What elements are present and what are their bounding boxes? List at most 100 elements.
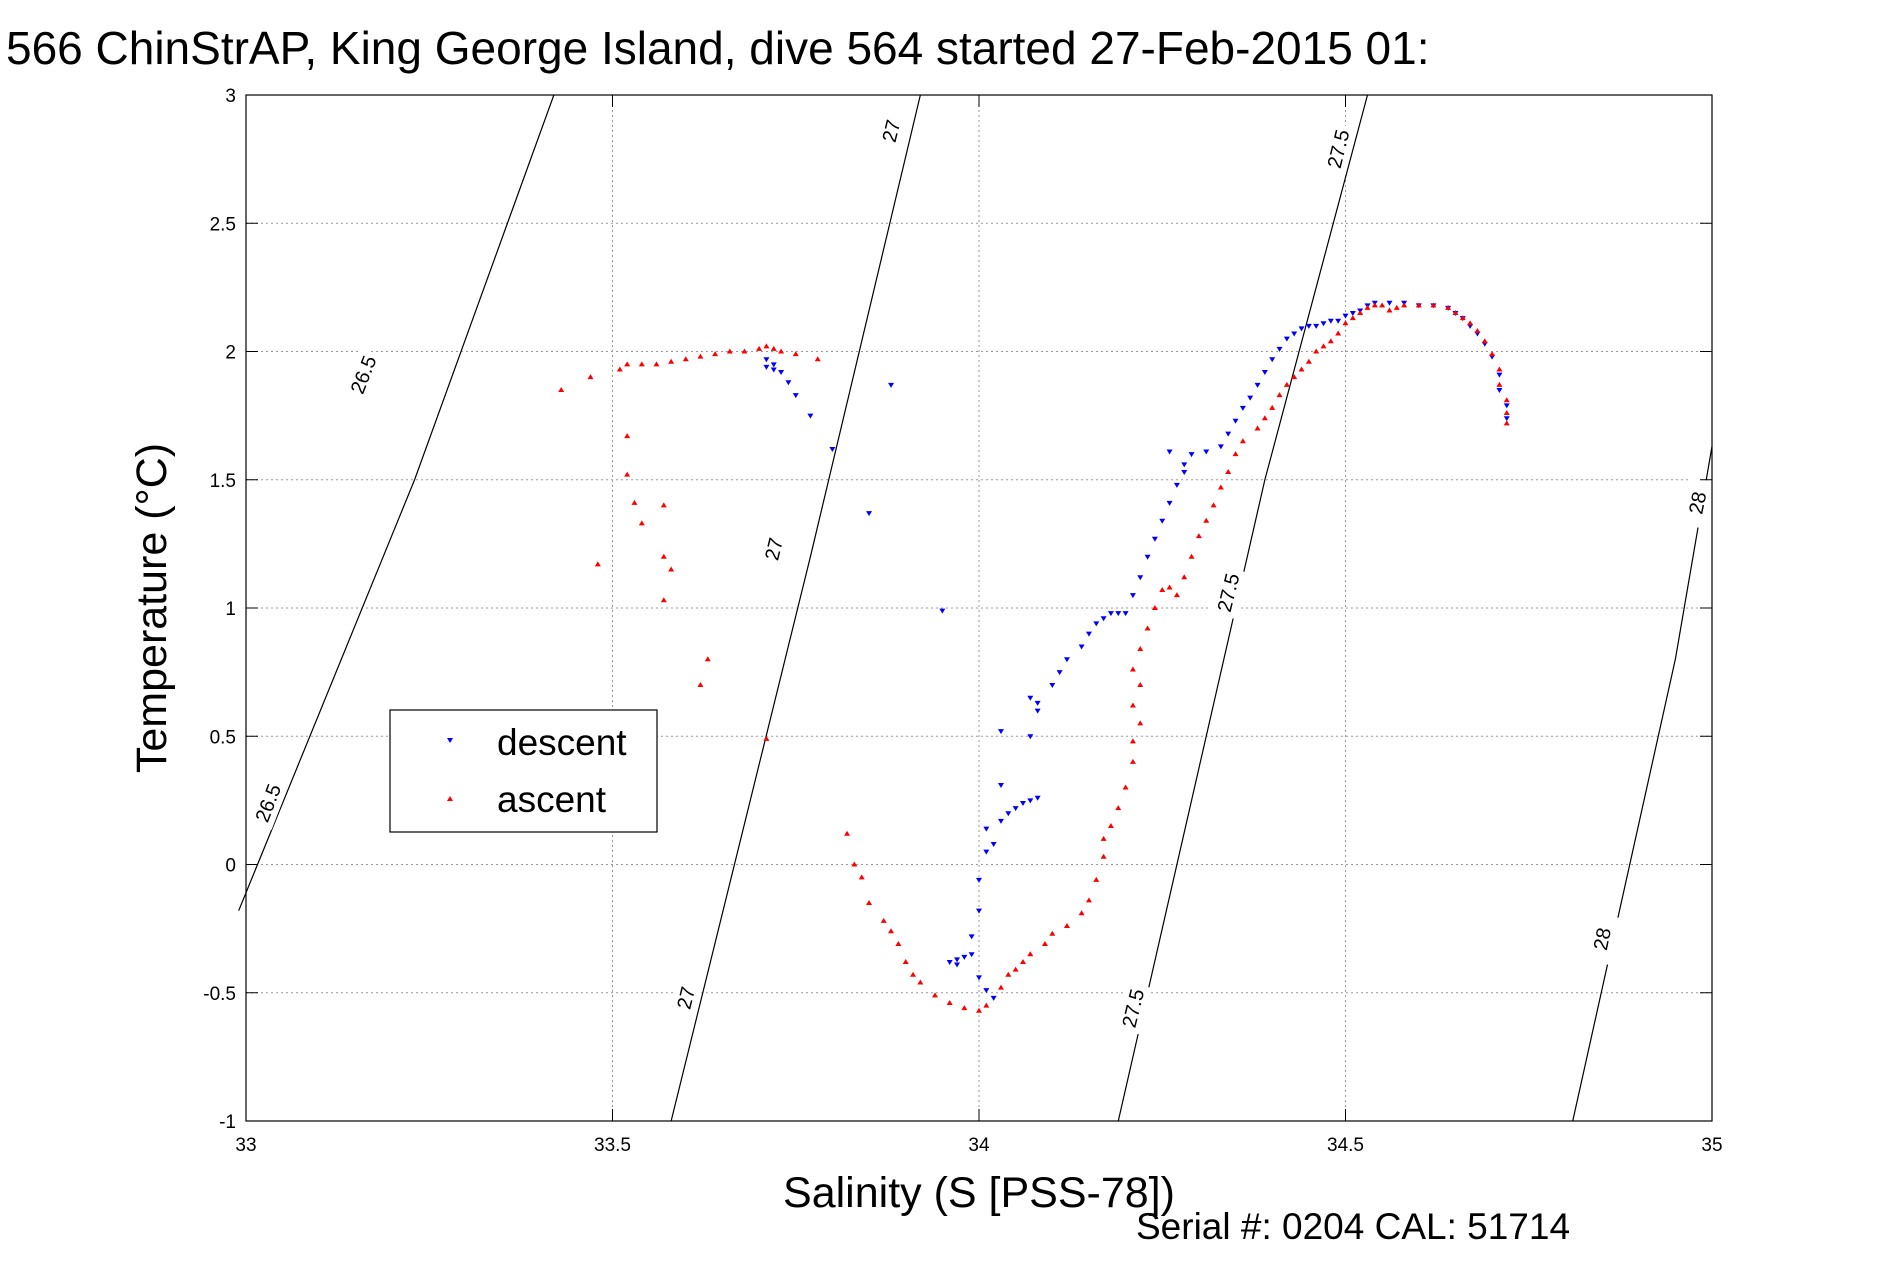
ascent-point — [1129, 738, 1136, 744]
descent-point — [939, 608, 946, 614]
ascent-point — [1151, 605, 1158, 610]
descent-point — [1386, 300, 1393, 306]
descent-point — [1188, 452, 1195, 458]
ascent-point — [660, 502, 667, 508]
ascent-point — [1107, 823, 1114, 829]
legend-box — [389, 709, 658, 833]
ascent-point — [1503, 397, 1510, 403]
ascent-point — [558, 386, 565, 392]
descent-point — [1298, 326, 1305, 332]
descent-point — [1217, 444, 1224, 450]
ascent-point — [1100, 853, 1107, 859]
ascent-point — [770, 345, 777, 351]
descent-point — [1496, 372, 1503, 378]
ascent-point — [1210, 502, 1217, 508]
descent-point — [1034, 708, 1041, 714]
contour-label-background — [1209, 566, 1247, 620]
contour-label-background — [872, 104, 910, 158]
descent-point — [785, 380, 792, 386]
ascent-point — [932, 992, 939, 998]
descent-point — [983, 849, 990, 855]
descent-point — [763, 357, 770, 363]
descent-point — [1034, 795, 1041, 801]
ascent-point — [902, 958, 909, 964]
ascent-point — [1019, 958, 1026, 964]
contour-label-background — [755, 522, 793, 576]
descent-point — [997, 729, 1004, 735]
descent-point — [1173, 482, 1180, 488]
ascent-point — [1093, 876, 1100, 882]
descent-point — [1027, 695, 1034, 701]
descent-point — [1100, 616, 1107, 622]
ascent-point — [1122, 784, 1129, 790]
descent-point — [1159, 518, 1166, 524]
contour-label-background — [1319, 122, 1357, 176]
ascent-point — [682, 356, 689, 362]
ascent-point — [638, 520, 645, 526]
ascent-point — [910, 971, 917, 977]
descent-point — [1049, 682, 1056, 688]
ascent-point — [983, 1002, 990, 1008]
descent-point — [1122, 611, 1129, 617]
descent-point — [1181, 462, 1188, 468]
descent-point — [1503, 416, 1510, 422]
ascent-point — [1085, 897, 1092, 903]
ascent-point — [1159, 587, 1166, 593]
ascent-point — [866, 899, 873, 905]
ascent-point — [1137, 720, 1144, 726]
ascent-point — [1335, 330, 1342, 336]
ascent-point — [1496, 366, 1503, 372]
density-contour-label: 27 — [673, 985, 700, 1012]
descent-point — [770, 367, 777, 373]
legend-label-descent: descent — [497, 722, 627, 763]
ascent-point — [1320, 343, 1327, 349]
descent-point — [976, 975, 982, 981]
ascent-point — [888, 928, 895, 934]
ascent-point — [1298, 366, 1305, 372]
descent-point — [1019, 800, 1026, 806]
descent-point — [1232, 418, 1239, 424]
ascent-point — [1239, 438, 1246, 444]
ascent-point — [1188, 553, 1195, 559]
ascent-point — [587, 374, 594, 380]
descent-point — [1254, 382, 1261, 388]
descent-point — [983, 988, 990, 994]
descent-point — [1056, 670, 1063, 676]
descent-point — [1181, 470, 1188, 476]
descent-point — [1283, 336, 1290, 342]
descent-point — [983, 826, 990, 832]
descent-point — [1269, 357, 1276, 363]
ascent-point — [1027, 951, 1034, 957]
descent-point — [1342, 313, 1349, 319]
y-tick-label: 1.5 — [210, 471, 236, 492]
ascent-point — [1115, 805, 1122, 811]
ascent-point — [1503, 410, 1510, 416]
density-contour-label: 28 — [1590, 926, 1616, 952]
ascent-point — [880, 917, 887, 923]
descent-point — [1320, 321, 1327, 327]
descent-point — [990, 995, 997, 1001]
descent-point — [1335, 318, 1342, 324]
descent-point — [888, 382, 895, 388]
ascent-point — [624, 361, 631, 367]
contour-label-background — [1679, 476, 1715, 529]
ascent-point — [961, 1005, 968, 1011]
descent-point — [1225, 431, 1232, 437]
descent-point — [1078, 644, 1085, 650]
descent-point — [770, 362, 777, 368]
ascent-point — [946, 1000, 953, 1006]
ascent-point — [1232, 451, 1239, 457]
descent-point — [866, 511, 873, 517]
ascent-point — [895, 941, 902, 947]
ascent-point — [1313, 348, 1320, 354]
descent-point — [1012, 806, 1019, 812]
descent-point — [1166, 449, 1173, 455]
y-tick-label: 2 — [225, 343, 236, 364]
descent-point — [1496, 387, 1503, 393]
chart-title: 566 ChinStrAP, King George Island, dive … — [6, 22, 1430, 74]
ascent-point — [1503, 420, 1510, 426]
ascent-point — [1291, 374, 1298, 380]
ascent-point — [763, 735, 770, 741]
descent-point — [1349, 311, 1356, 317]
density-contour-label: 28 — [1685, 490, 1711, 516]
